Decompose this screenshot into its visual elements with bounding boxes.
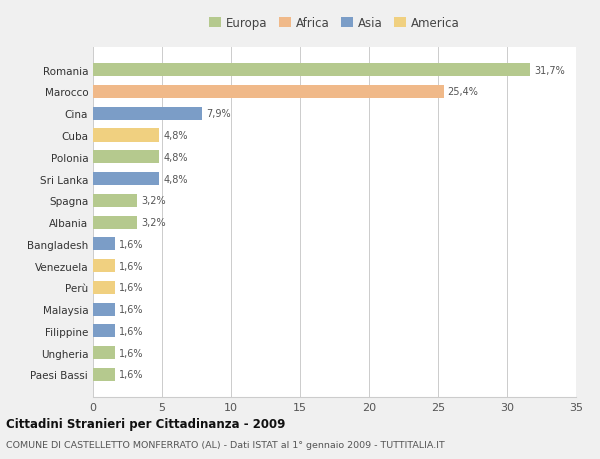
Text: 1,6%: 1,6% xyxy=(119,261,144,271)
Text: COMUNE DI CASTELLETTO MONFERRATO (AL) - Dati ISTAT al 1° gennaio 2009 - TUTTITAL: COMUNE DI CASTELLETTO MONFERRATO (AL) - … xyxy=(6,441,445,449)
Bar xyxy=(93,86,443,99)
Text: 3,2%: 3,2% xyxy=(142,196,166,206)
Bar xyxy=(93,368,115,381)
Legend: Europa, Africa, Asia, America: Europa, Africa, Asia, America xyxy=(205,12,464,34)
Text: 3,2%: 3,2% xyxy=(142,218,166,228)
Bar xyxy=(93,194,137,207)
Text: 1,6%: 1,6% xyxy=(119,239,144,249)
Bar xyxy=(93,281,115,294)
Bar xyxy=(93,107,202,121)
Text: 7,9%: 7,9% xyxy=(206,109,231,119)
Text: 1,6%: 1,6% xyxy=(119,369,144,380)
Bar xyxy=(93,216,137,229)
Bar xyxy=(93,64,530,77)
Bar xyxy=(93,259,115,273)
Text: 1,6%: 1,6% xyxy=(119,304,144,314)
Text: 1,6%: 1,6% xyxy=(119,326,144,336)
Bar xyxy=(93,325,115,338)
Bar xyxy=(93,129,159,142)
Text: 4,8%: 4,8% xyxy=(163,131,188,141)
Text: 1,6%: 1,6% xyxy=(119,348,144,358)
Bar xyxy=(93,151,159,164)
Text: 25,4%: 25,4% xyxy=(448,87,479,97)
Text: Cittadini Stranieri per Cittadinanza - 2009: Cittadini Stranieri per Cittadinanza - 2… xyxy=(6,417,286,430)
Bar xyxy=(93,303,115,316)
Text: 4,8%: 4,8% xyxy=(163,152,188,162)
Bar xyxy=(93,347,115,359)
Bar xyxy=(93,173,159,186)
Text: 31,7%: 31,7% xyxy=(535,66,565,76)
Bar xyxy=(93,238,115,251)
Text: 1,6%: 1,6% xyxy=(119,283,144,293)
Text: 4,8%: 4,8% xyxy=(163,174,188,184)
